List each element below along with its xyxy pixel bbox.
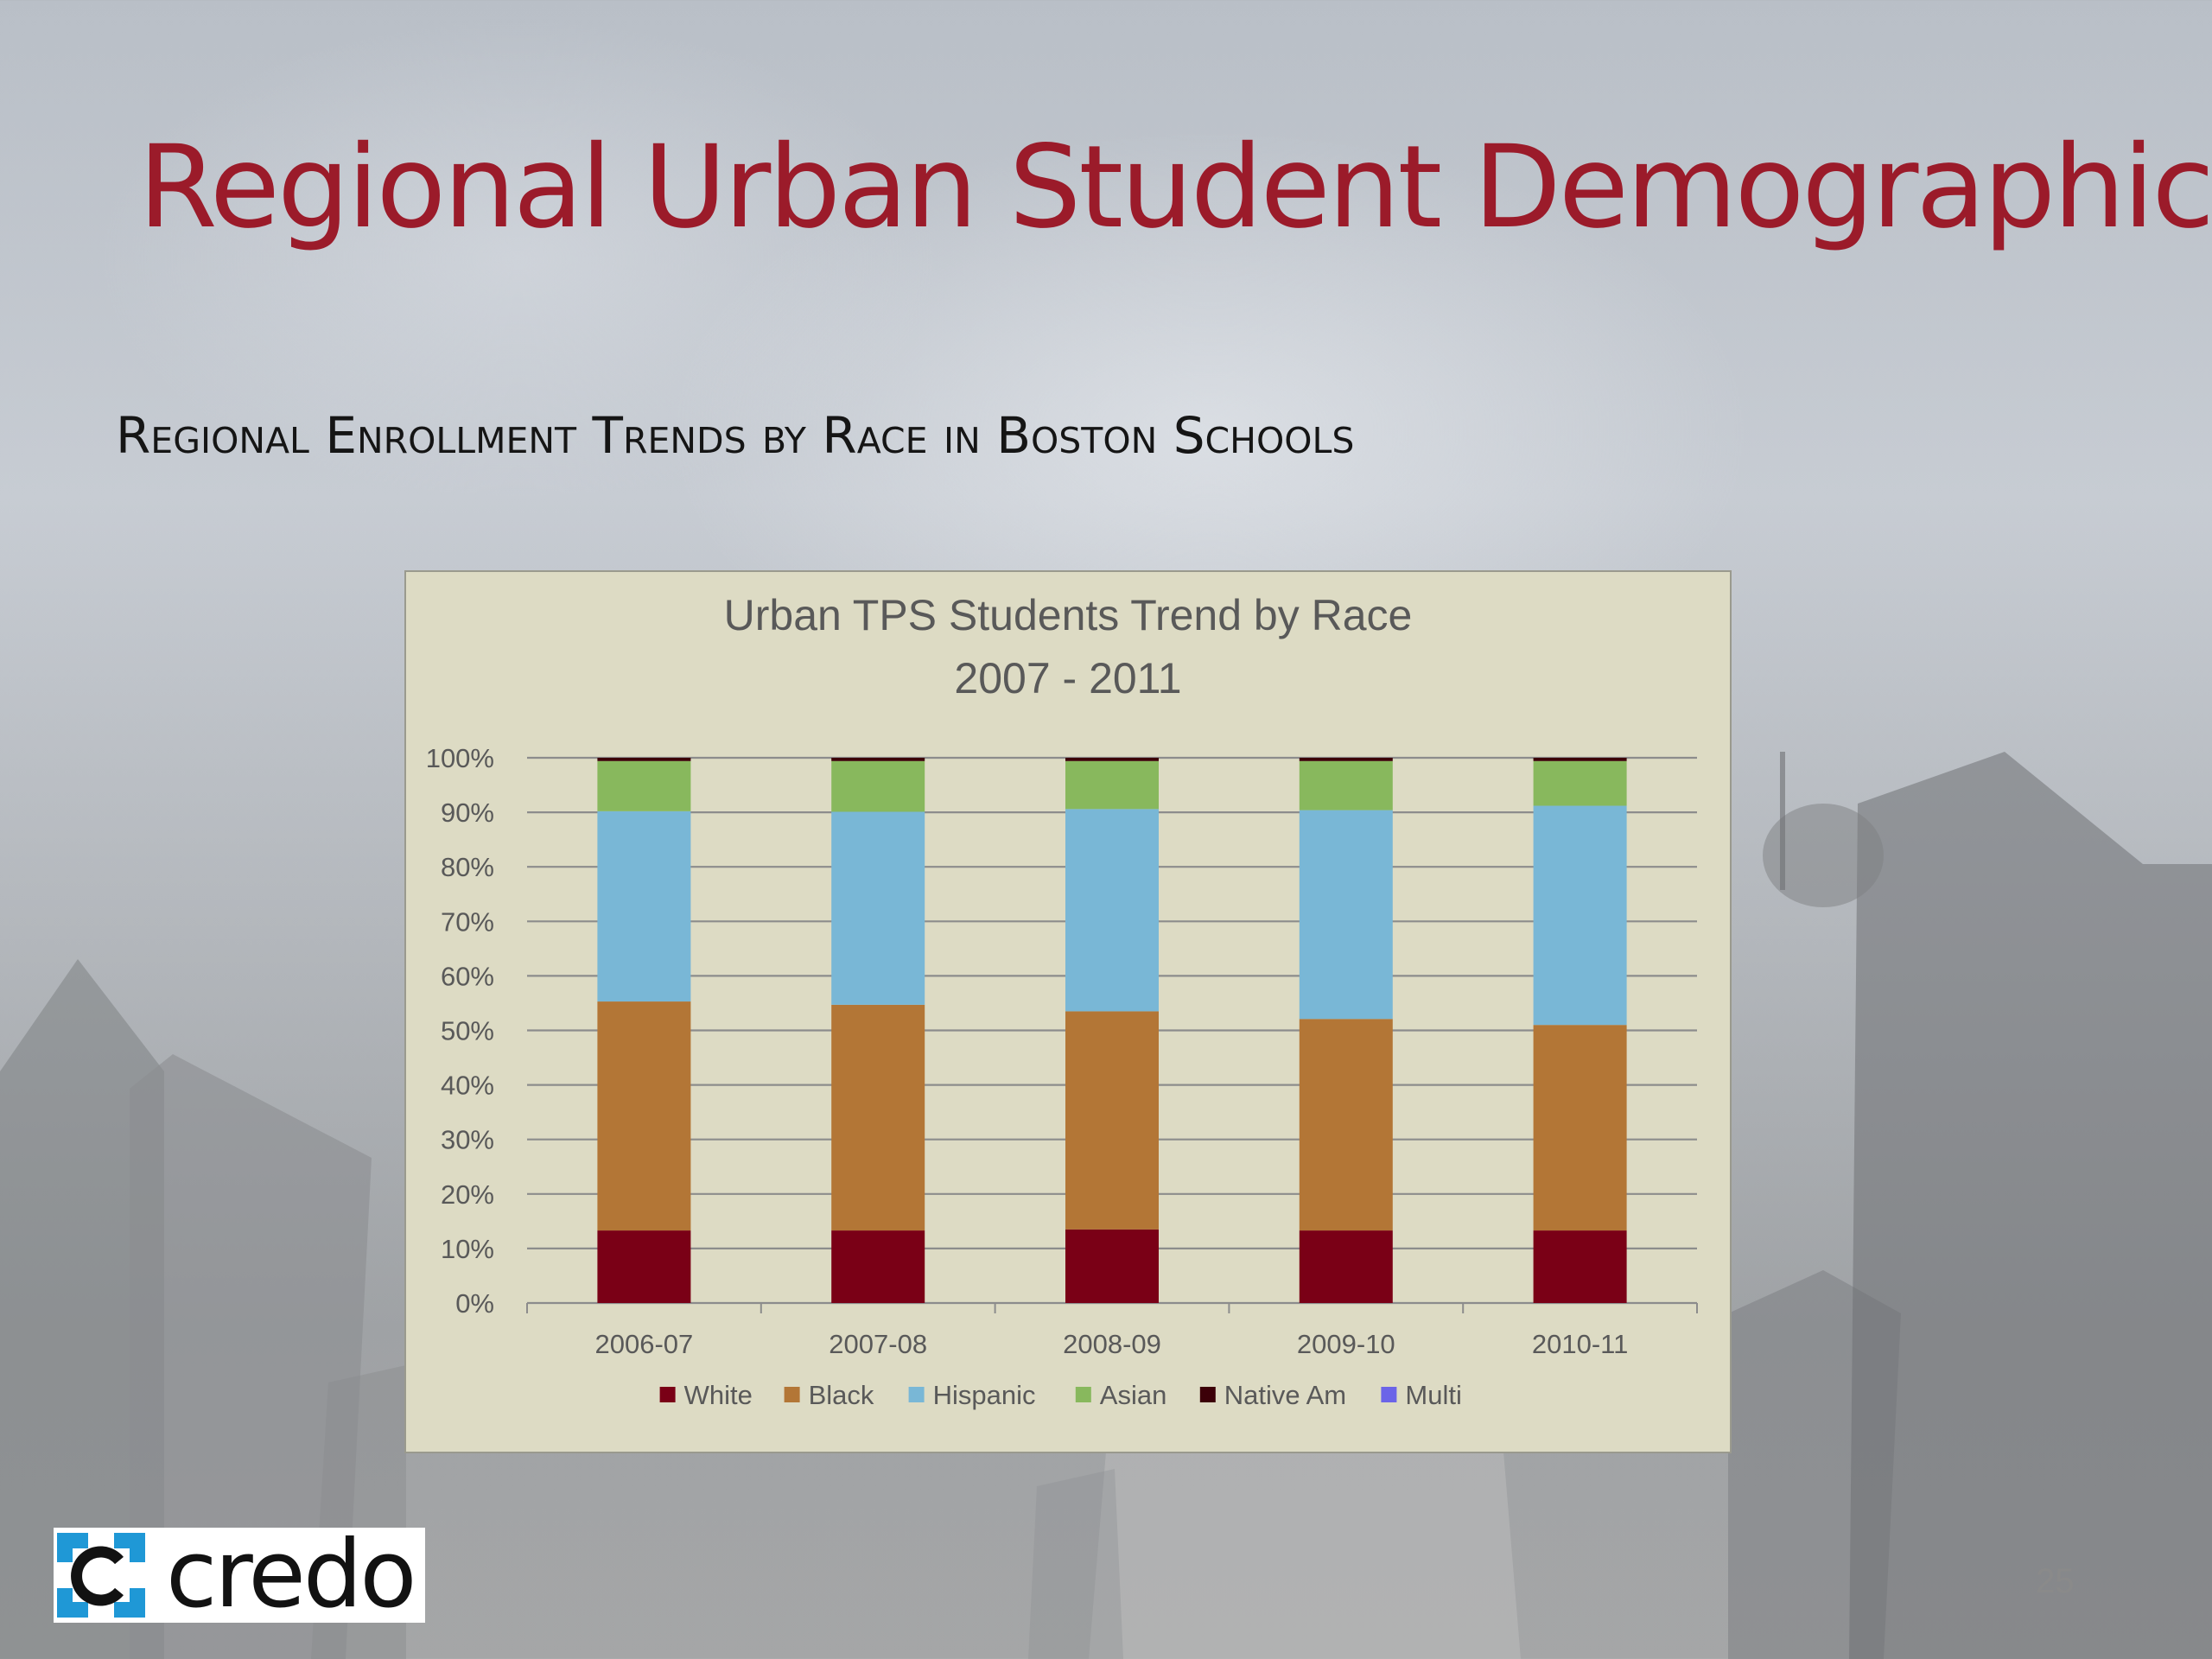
bar-segment-native-am bbox=[1533, 758, 1627, 761]
y-tick-label: 40% bbox=[441, 1071, 494, 1101]
bar-segment-black bbox=[1533, 1025, 1627, 1231]
legend-label: White bbox=[684, 1380, 753, 1410]
bar-segment-asian bbox=[597, 760, 691, 811]
credo-logo-mark-icon bbox=[57, 1533, 145, 1618]
bar-segment-white bbox=[831, 1230, 925, 1303]
bar-segment-native-am bbox=[1065, 758, 1159, 761]
bar-segment-white bbox=[597, 1230, 691, 1303]
bar-segment-white bbox=[1533, 1230, 1627, 1303]
y-tick-label: 90% bbox=[441, 798, 494, 828]
legend-label: Hispanic bbox=[933, 1380, 1036, 1410]
y-tick-label: 80% bbox=[441, 852, 494, 882]
bar-segment-native-am bbox=[1299, 758, 1393, 761]
legend-swatch bbox=[1381, 1387, 1397, 1402]
bar-segment-asian bbox=[831, 760, 925, 812]
y-tick-label: 50% bbox=[441, 1016, 494, 1046]
x-tick-label: 2007-08 bbox=[829, 1329, 927, 1359]
legend-label: Native Am bbox=[1224, 1380, 1346, 1410]
legend-swatch bbox=[1199, 1387, 1216, 1402]
x-tick-label: 2009-10 bbox=[1297, 1329, 1395, 1359]
bar-segment-native-am bbox=[831, 758, 925, 761]
legend-swatch bbox=[659, 1387, 676, 1402]
chart-title-line: 2007 - 2011 bbox=[954, 654, 1181, 702]
legend-label: Multi bbox=[1405, 1380, 1461, 1410]
y-tick-label: 100% bbox=[426, 743, 494, 773]
bar-segment-black bbox=[1299, 1019, 1393, 1231]
bar-segment-hispanic bbox=[597, 810, 691, 1002]
legend-label: Asian bbox=[1100, 1380, 1167, 1410]
bar-segment-hispanic bbox=[1065, 809, 1159, 1012]
y-tick-label: 0% bbox=[455, 1288, 494, 1319]
legend-swatch bbox=[1075, 1387, 1091, 1402]
credo-logo-wordmark: credo bbox=[166, 1521, 416, 1629]
chart-title-line: Urban TPS Students Trend by Race bbox=[724, 591, 1413, 639]
chart-panel: Urban TPS Students Trend by Race 2007 - 2… bbox=[404, 570, 1732, 1453]
bar-segment-asian bbox=[1299, 760, 1393, 810]
x-tick-label: 2006-07 bbox=[595, 1329, 694, 1359]
bar-segment-black bbox=[831, 1004, 925, 1231]
slide-title: Regional Urban Student Demographics bbox=[138, 121, 2212, 254]
stacked-bar-chart: Urban TPS Students Trend by Race 2007 - 2… bbox=[426, 591, 1698, 1410]
slide-subtitle: Regional Enrollment Trends by Race in Bo… bbox=[116, 406, 1355, 465]
y-tick-label: 20% bbox=[441, 1179, 494, 1210]
bar-segment-black bbox=[597, 1001, 691, 1231]
legend-swatch bbox=[784, 1387, 800, 1402]
y-tick-label: 30% bbox=[441, 1125, 494, 1155]
y-tick-label: 10% bbox=[441, 1234, 494, 1264]
y-tick-label: 70% bbox=[441, 906, 494, 937]
bar-segment-asian bbox=[1533, 760, 1627, 806]
y-tick-label: 60% bbox=[441, 961, 494, 991]
legend-swatch bbox=[908, 1387, 925, 1402]
legend-label: Black bbox=[809, 1380, 874, 1410]
bar-segment-white bbox=[1299, 1230, 1393, 1303]
page-number: 25 bbox=[2036, 1562, 2075, 1600]
bar-segment-hispanic bbox=[1533, 805, 1627, 1026]
bar-segment-native-am bbox=[597, 758, 691, 761]
bar-segment-white bbox=[1065, 1229, 1159, 1303]
credo-logo: credo bbox=[54, 1521, 425, 1629]
bar-segment-hispanic bbox=[831, 811, 925, 1005]
bar-segment-hispanic bbox=[1299, 810, 1393, 1020]
bar-segment-black bbox=[1065, 1011, 1159, 1230]
x-tick-label: 2008-09 bbox=[1063, 1329, 1161, 1359]
x-tick-label: 2010-11 bbox=[1532, 1329, 1628, 1359]
bar-segment-asian bbox=[1065, 760, 1159, 810]
